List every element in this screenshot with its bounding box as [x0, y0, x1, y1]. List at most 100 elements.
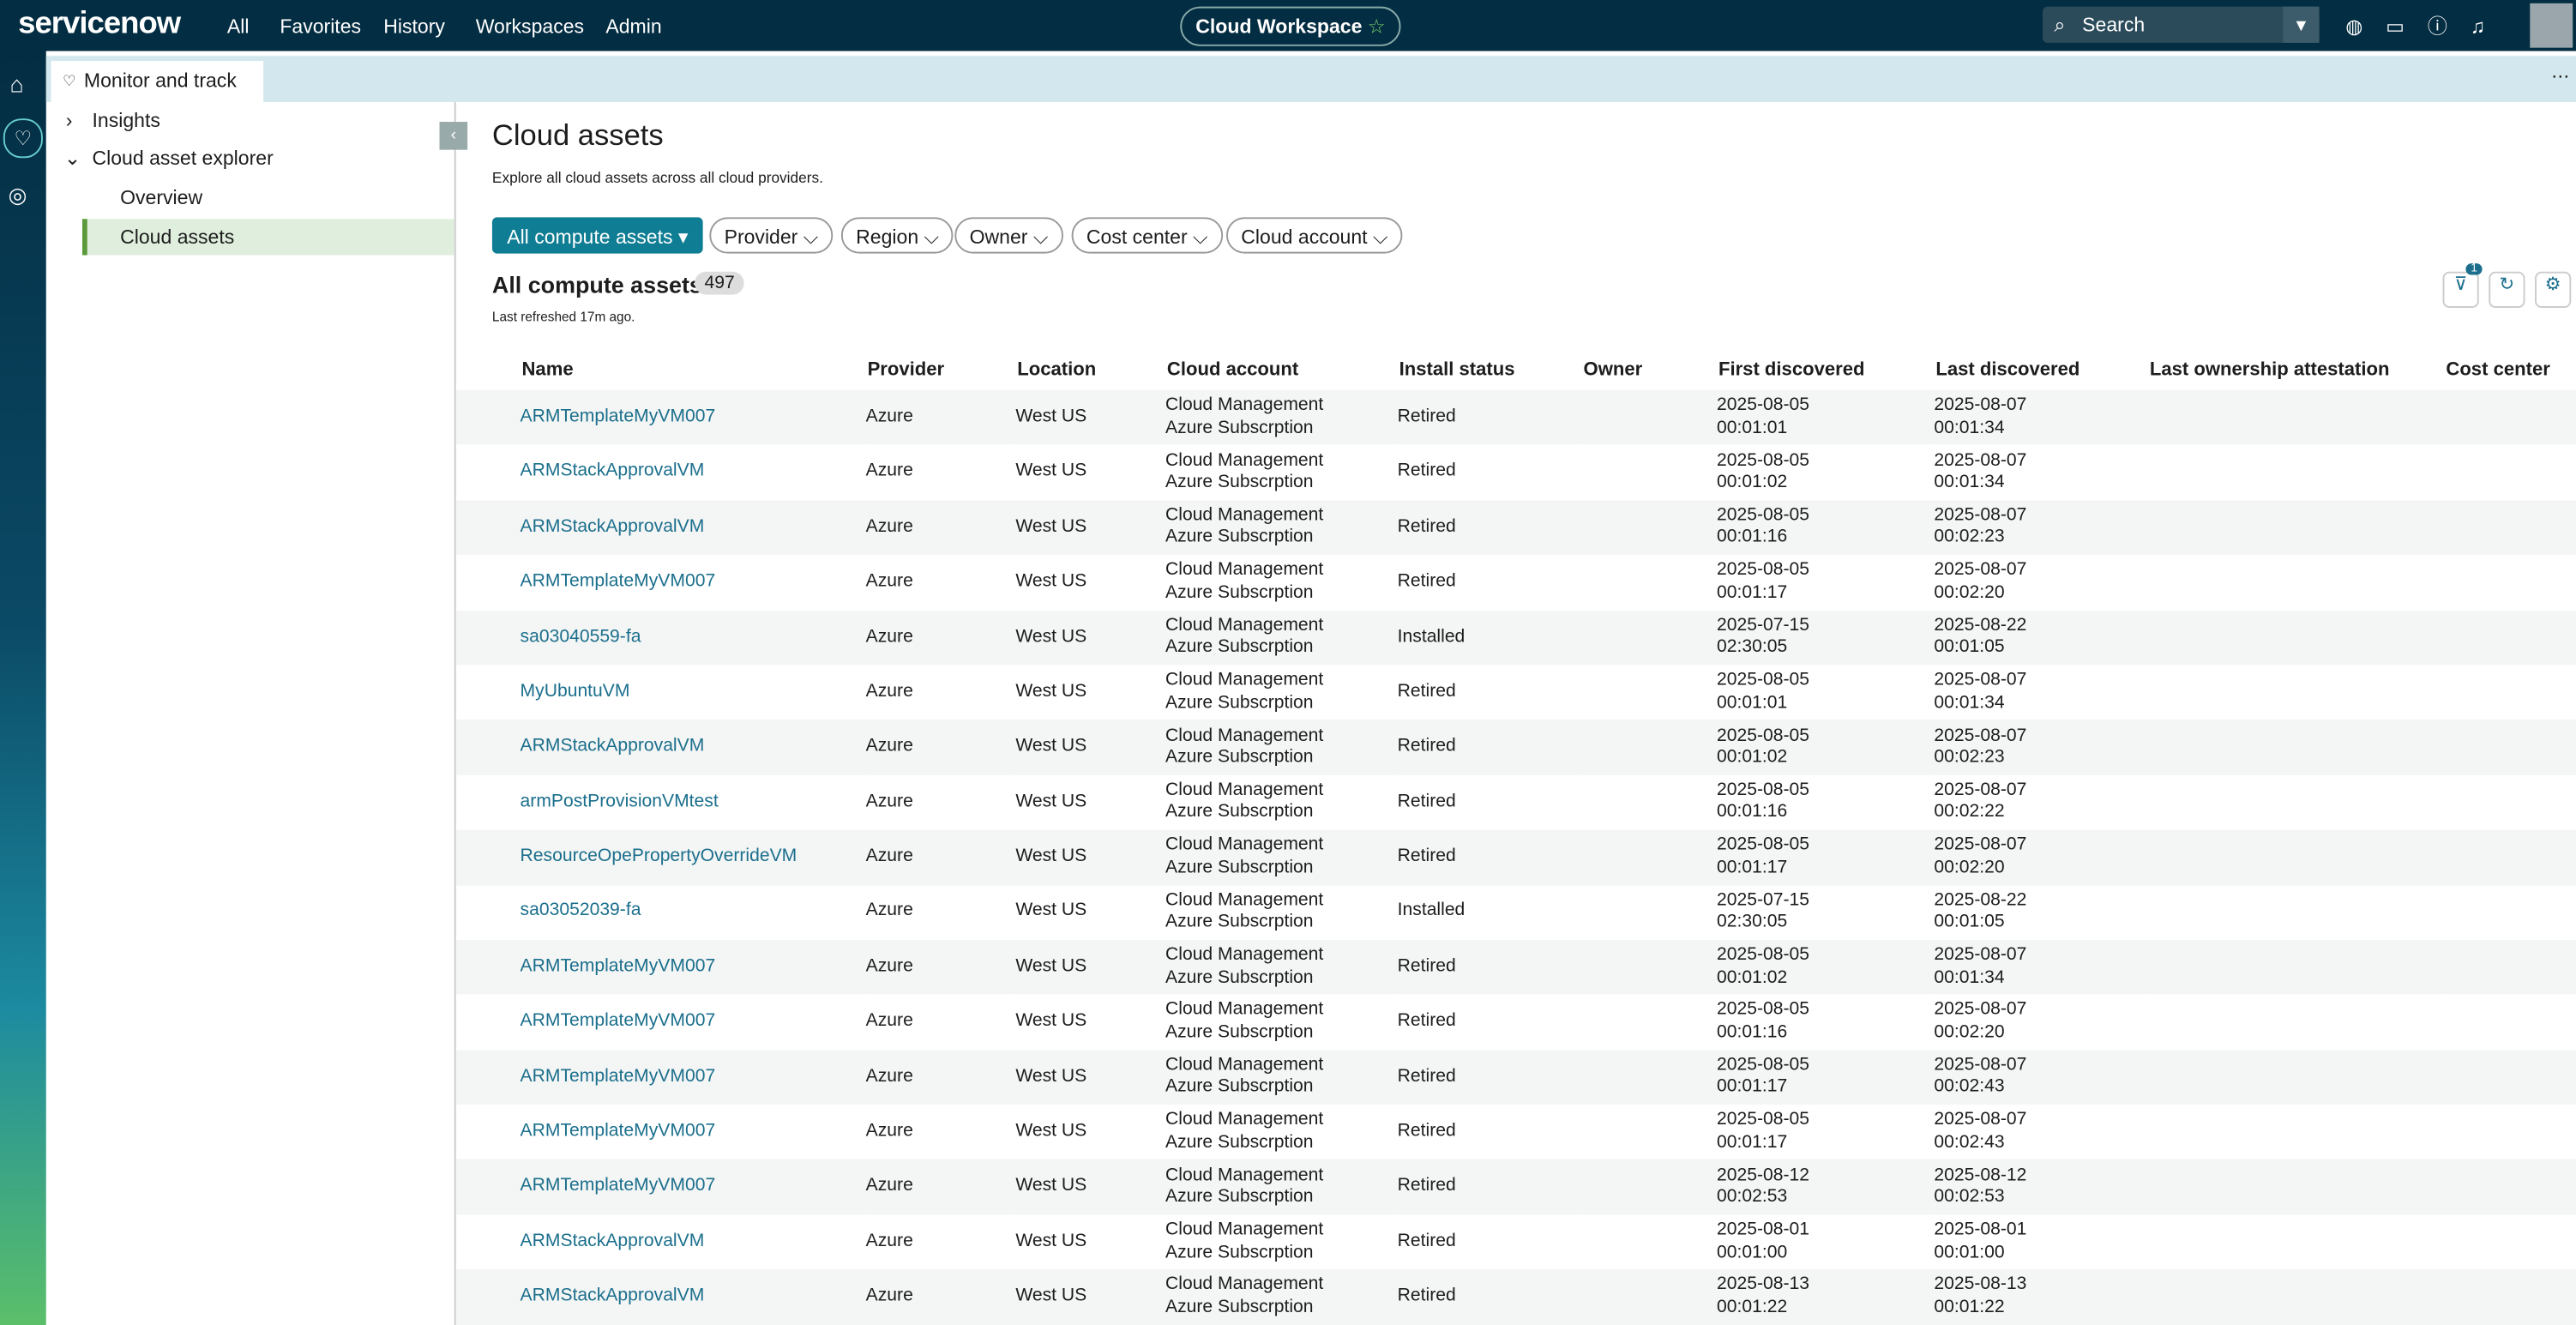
- nav-item[interactable]: All: [226, 15, 250, 39]
- table-cell: Azure: [866, 995, 1016, 1050]
- home-icon[interactable]: ⌂: [9, 70, 24, 98]
- nav-item[interactable]: Favorites: [280, 15, 362, 39]
- cell-text: Azure: [865, 1066, 913, 1087]
- asset-link[interactable]: ARMStackApprovalVM: [520, 1286, 705, 1306]
- column-header[interactable]: Last discovered: [1935, 359, 2080, 380]
- table-row[interactable]: ARMStackApprovalVM Azure West US Cloud Mana…: [455, 720, 2576, 775]
- asset-link[interactable]: ResourceOpePropertyOverrideVM: [520, 846, 797, 866]
- cell-text: West US: [1015, 791, 1087, 811]
- table-row[interactable]: sa03040559-fa Azure West US Cloud Managemen…: [455, 610, 2576, 666]
- cell-text: West US: [1015, 571, 1087, 592]
- logo[interactable]: servicenow: [18, 6, 181, 41]
- nav-item[interactable]: Admin: [605, 15, 662, 39]
- table-cell: West US: [1015, 720, 1165, 774]
- column-header[interactable]: Last ownership attestation: [2149, 359, 2390, 380]
- asset-link[interactable]: ARMStackApprovalVM: [520, 516, 705, 537]
- table-row[interactable]: ARMTemplateMyVM007 Azure West US Cloud Mana…: [455, 1050, 2576, 1105]
- table-row[interactable]: ARMTemplateMyVM007 Azure West US Cloud Mana…: [455, 389, 2576, 446]
- cell-text: Retired: [1397, 846, 1456, 866]
- cell-text: 2025-08-05 00:01:17: [1717, 1110, 1810, 1153]
- table-cell: ARMTemplateMyVM007: [521, 555, 866, 610]
- cell-text: 2025-08-07 00:02:23: [1934, 725, 2027, 768]
- asset-link[interactable]: ARMStackApprovalVM: [520, 1231, 705, 1251]
- nav-item[interactable]: Workspaces: [475, 15, 585, 39]
- asset-link[interactable]: ARMTemplateMyVM007: [520, 406, 716, 427]
- cell-text: Azure: [865, 955, 913, 976]
- cell-text: Retired: [1397, 736, 1456, 756]
- column-header[interactable]: Owner: [1583, 359, 1643, 380]
- column-header[interactable]: Install status: [1399, 359, 1515, 380]
- filter-button[interactable]: ⊽ 1: [2442, 263, 2483, 308]
- cell-text: Retired: [1397, 791, 1456, 811]
- filter-chip[interactable]: Provider ⌵: [709, 217, 834, 254]
- table-cell: 2025-07-15 02:30:05: [1717, 610, 1934, 665]
- sidebar-item[interactable]: ⌄ Cloud asset explorer: [46, 140, 454, 176]
- table-row[interactable]: ARMTemplateMyVM007 Azure West US Cloud Mana…: [456, 555, 2576, 610]
- table-row[interactable]: ARMTemplateMyVM007 Azure West US Cloud Mana…: [455, 1159, 2576, 1215]
- cell-text: Installed: [1397, 626, 1466, 647]
- sidebar-item[interactable]: › Insights: [46, 102, 454, 138]
- column-header[interactable]: First discovered: [1718, 359, 1865, 380]
- table-row[interactable]: ARMTemplateMyVM007 Azure West US Cloud Mana…: [456, 995, 2576, 1050]
- table-cell: [1582, 500, 1717, 555]
- asset-link[interactable]: ARMTemplateMyVM007: [520, 955, 716, 976]
- column-header[interactable]: Provider: [867, 359, 945, 380]
- row-spacer: [456, 720, 521, 774]
- asset-link[interactable]: sa03040559-fa: [520, 626, 641, 647]
- refresh-button[interactable]: ↻: [2489, 271, 2525, 308]
- sidebar-item-selected[interactable]: Cloud assets: [81, 219, 454, 256]
- workspace-button[interactable]: Cloud Workspace ☆: [1180, 6, 1401, 46]
- tab[interactable]: ♡ Monitor and track: [51, 61, 264, 103]
- table-row[interactable]: ARMStackApprovalVM Azure West US Cloud Mana…: [456, 445, 2576, 500]
- asset-link[interactable]: ARMTemplateMyVM007: [520, 571, 716, 592]
- asset-link[interactable]: ARMTemplateMyVM007: [520, 1176, 716, 1196]
- collapse-button[interactable]: ‹: [439, 122, 468, 150]
- asset-link[interactable]: ARMStackApprovalVM: [520, 461, 705, 482]
- asset-icon[interactable]: ◎: [8, 183, 27, 208]
- monitor-icon[interactable]: ♡: [3, 118, 43, 159]
- search-box[interactable]: ⌕ Search ▾: [2043, 6, 2320, 43]
- table-row[interactable]: ARMStackApprovalVM Azure West US Cloud Mana…: [455, 1269, 2576, 1325]
- cell-text: West US: [1015, 1231, 1087, 1251]
- settings-button[interactable]: ⚙: [2535, 271, 2572, 308]
- table-row[interactable]: ARMTemplateMyVM007 Azure West US Cloud Mana…: [456, 1105, 2576, 1159]
- table-row[interactable]: MyUbuntuVM Azure West US Cloud Management A…: [456, 665, 2576, 720]
- asset-link[interactable]: ARMTemplateMyVM007: [520, 1011, 716, 1032]
- filter-chip[interactable]: Owner ⌵: [954, 217, 1063, 254]
- table-row[interactable]: ResourceOpePropertyOverrideVM Azure West U…: [455, 829, 2576, 885]
- cell-text: West US: [1015, 1121, 1087, 1141]
- page-description: Explore all cloud assets across all clou…: [491, 169, 823, 186]
- column-header[interactable]: Location: [1017, 359, 1097, 380]
- cell-text: Retired: [1397, 1286, 1456, 1306]
- avatar[interactable]: [2530, 3, 2573, 48]
- cell-text: West US: [1015, 1286, 1087, 1306]
- filter-chip[interactable]: Cost center ⌵: [1071, 217, 1223, 254]
- table-row[interactable]: sa03052039-fa Azure West US Cloud Managemen…: [456, 885, 2576, 940]
- column-header[interactable]: Name: [521, 359, 574, 380]
- asset-link[interactable]: ARMTemplateMyVM007: [520, 1066, 716, 1087]
- table-cell: [1582, 1105, 1717, 1159]
- table-row[interactable]: ARMTemplateMyVM007 Azure West US Cloud Mana…: [455, 939, 2576, 995]
- table-cell: Azure: [866, 500, 1016, 555]
- sidebar-item[interactable]: Overview: [46, 179, 454, 215]
- asset-link[interactable]: sa03052039-fa: [520, 900, 641, 921]
- filter-chip[interactable]: Cloud account ⌵: [1226, 217, 1403, 254]
- table-row[interactable]: armPostProvisionVMtest Azure West US Cloud …: [456, 775, 2576, 830]
- table-cell: Cloud Management Azure Subscrption: [1165, 885, 1398, 940]
- filter-chip[interactable]: All compute assets ▾: [491, 217, 703, 254]
- table-cell: Azure: [866, 1105, 1016, 1159]
- table-cell: 2025-08-07 00:02:20: [1934, 830, 2148, 885]
- table-row[interactable]: ARMStackApprovalVM Azure West US Cloud Mana…: [455, 500, 2576, 556]
- column-header[interactable]: Cost center: [2446, 359, 2550, 380]
- header-icons[interactable]: ◍▭ⓘ♫: [2345, 15, 2508, 39]
- asset-link[interactable]: ARMStackApprovalVM: [520, 736, 705, 756]
- asset-link[interactable]: armPostProvisionVMtest: [520, 791, 719, 811]
- asset-link[interactable]: ARMTemplateMyVM007: [520, 1121, 716, 1141]
- table-cell: West US: [1015, 1159, 1165, 1214]
- nav-item[interactable]: History: [383, 15, 445, 39]
- table-cell: [2444, 1214, 2576, 1269]
- filter-chip[interactable]: Region ⌵: [840, 217, 954, 254]
- asset-link[interactable]: MyUbuntuVM: [520, 681, 630, 702]
- table-row[interactable]: ARMStackApprovalVM Azure West US Cloud Mana…: [456, 1214, 2576, 1269]
- column-header[interactable]: Cloud account: [1166, 359, 1299, 380]
